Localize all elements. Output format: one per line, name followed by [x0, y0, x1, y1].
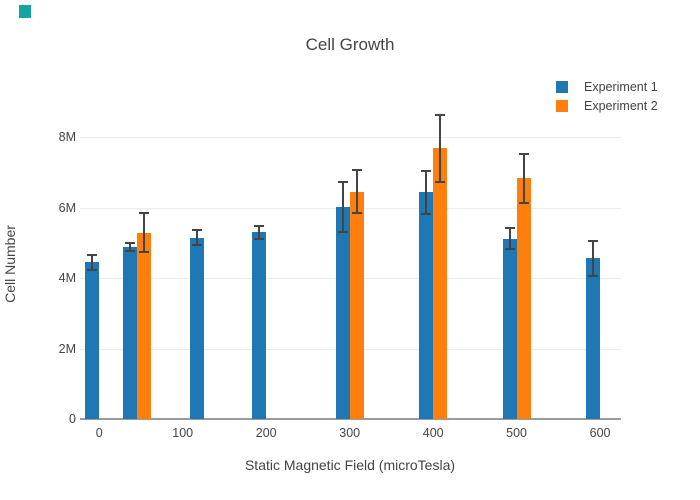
- bar-experiment-2: [516, 178, 531, 420]
- error-bar: [142, 213, 145, 252]
- error-bar-cap: [588, 239, 599, 242]
- bar-experiment-1: [335, 206, 350, 420]
- bar-experiment-1: [85, 262, 100, 420]
- bar-experiment-2: [349, 191, 364, 420]
- x-tick-label: 400: [422, 426, 444, 440]
- legend-item-experiment-2[interactable]: Experiment 2: [556, 96, 658, 115]
- error-bar-cap: [191, 228, 202, 231]
- bar-experiment-1: [502, 238, 517, 420]
- error-bar: [439, 115, 442, 182]
- x-axis-title: Static Magnetic Field (microTesla): [244, 457, 456, 473]
- x-axis-line: [80, 418, 621, 421]
- error-bar-cap: [337, 181, 348, 184]
- error-bar-cap: [138, 212, 149, 215]
- y-axis-title: Cell Number: [2, 225, 18, 303]
- error-bar-cap: [518, 202, 529, 204]
- chart-title: Cell Growth: [305, 35, 395, 54]
- bar-experiment-1: [189, 237, 204, 420]
- error-bar-cap: [351, 212, 362, 215]
- y-tick-label: 0: [69, 412, 76, 427]
- error-bar-cap: [504, 248, 515, 251]
- y-tick-label: 4M: [58, 271, 76, 286]
- bar-experiment-1: [586, 258, 601, 420]
- bar-experiment-1: [122, 246, 137, 420]
- error-bar-cap: [124, 249, 135, 252]
- corner-marker: [19, 5, 31, 18]
- x-tick-label: 500: [506, 426, 528, 440]
- error-bar-cap: [435, 180, 446, 183]
- bar-experiment-2: [136, 232, 151, 420]
- error-bar-cap: [191, 244, 202, 247]
- error-bar-cap: [504, 227, 515, 230]
- error-bar-cap: [421, 169, 432, 172]
- bar-experiment-1: [419, 192, 434, 420]
- error-bar: [592, 240, 595, 277]
- legend-swatch-icon: [556, 99, 568, 112]
- error-bar: [522, 153, 525, 203]
- error-bar: [341, 182, 344, 232]
- legend-swatch-icon: [556, 80, 568, 93]
- error-bar-cap: [87, 253, 98, 256]
- error-bar-cap: [588, 275, 599, 278]
- x-tick-label: 300: [339, 426, 361, 440]
- x-tick-label: 100: [172, 426, 194, 440]
- error-bar-cap: [421, 212, 432, 215]
- x-tick-label: 0: [95, 426, 103, 440]
- y-tick-label: 8M: [58, 130, 76, 144]
- error-bar-cap: [518, 152, 529, 155]
- error-bar-cap: [124, 242, 135, 245]
- error-bar: [425, 170, 428, 214]
- error-bar-cap: [138, 251, 149, 254]
- error-bar: [355, 170, 358, 214]
- legend-label: Experiment 2: [584, 98, 658, 113]
- y-tick-label: 2M: [58, 341, 76, 356]
- error-bar-cap: [351, 169, 362, 172]
- error-bar-cap: [435, 114, 446, 117]
- bar-experiment-1: [252, 232, 267, 420]
- error-bar-cap: [87, 268, 98, 271]
- legend: Experiment 1 Experiment 2: [556, 77, 658, 115]
- y-gridline: [80, 137, 621, 138]
- x-tick-label: 200: [255, 426, 277, 440]
- legend-item-experiment-1[interactable]: Experiment 1: [556, 77, 658, 96]
- x-tick-label: 600: [589, 426, 611, 440]
- error-bar: [258, 225, 261, 239]
- legend-label: Experiment 1: [584, 79, 658, 94]
- error-bar: [128, 243, 131, 251]
- y-tick-label: 6M: [58, 200, 76, 215]
- error-bar: [91, 254, 94, 270]
- error-bar: [195, 229, 198, 246]
- error-bar-cap: [254, 224, 265, 227]
- error-bar-cap: [337, 230, 348, 233]
- error-bar-cap: [254, 237, 265, 240]
- bar-experiment-2: [433, 148, 448, 420]
- error-bar: [508, 228, 511, 250]
